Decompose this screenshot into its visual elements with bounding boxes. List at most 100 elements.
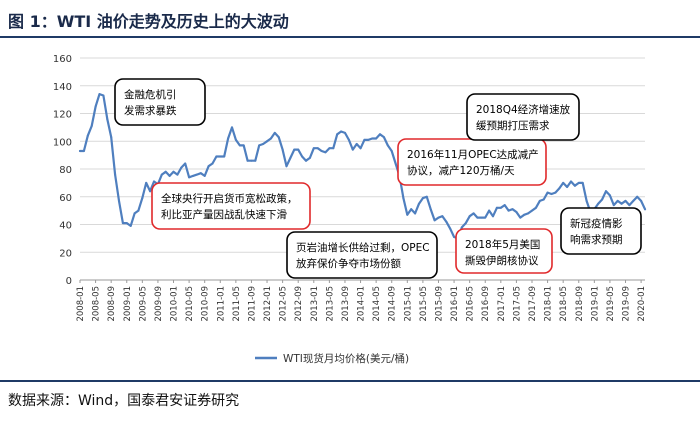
data-point bbox=[562, 181, 565, 184]
data-point bbox=[628, 204, 631, 207]
data-point bbox=[277, 136, 280, 139]
x-tick-label: 2010-09 bbox=[201, 286, 211, 322]
data-point bbox=[363, 138, 366, 141]
axis-layer: 0 20 40 60 80 100 120 140 160 2008-01 2008-05 2008-… bbox=[53, 54, 647, 322]
x-tick-label: 2017-09 bbox=[528, 286, 538, 322]
annotation-text: 新冠疫情影 bbox=[570, 217, 623, 230]
data-point bbox=[640, 199, 643, 202]
data-point bbox=[118, 199, 120, 202]
annotation-box bbox=[560, 207, 642, 255]
data-point bbox=[570, 180, 572, 183]
data-point bbox=[542, 198, 545, 201]
data-point bbox=[293, 148, 296, 151]
x-tick-label: 2010-05 bbox=[185, 286, 195, 322]
x-tick-label: 2009-05 bbox=[138, 286, 148, 322]
data-point bbox=[176, 173, 179, 176]
data-point bbox=[250, 159, 253, 162]
series-layer bbox=[78, 92, 647, 240]
x-tick-label: 2019-01 bbox=[590, 286, 600, 322]
data-point bbox=[550, 193, 553, 195]
data-point bbox=[289, 156, 292, 159]
data-point bbox=[636, 195, 639, 198]
data-point bbox=[632, 199, 635, 202]
data-point bbox=[359, 147, 362, 150]
data-point bbox=[453, 236, 456, 238]
annotation-shale: 页岩油增长供给过剩，OPEC 放弃保价争夺市场份额 bbox=[286, 231, 438, 279]
data-point bbox=[351, 148, 354, 151]
data-point bbox=[495, 206, 498, 209]
x-tick-label: 2019-09 bbox=[622, 286, 632, 322]
x-tick-label: 2012-09 bbox=[294, 286, 304, 322]
x-tick-label: 2009-01 bbox=[123, 286, 133, 322]
x-tick-label: 2011-01 bbox=[216, 286, 226, 322]
data-point bbox=[145, 181, 148, 184]
data-point bbox=[273, 131, 276, 134]
data-point bbox=[418, 202, 420, 205]
y-tick-label: 140 bbox=[53, 82, 72, 93]
data-point bbox=[375, 137, 378, 140]
data-point bbox=[184, 162, 187, 165]
data-point bbox=[137, 209, 140, 212]
x-tick-label: 2008-01 bbox=[76, 286, 86, 322]
data-point bbox=[472, 212, 475, 215]
data-point bbox=[492, 215, 494, 218]
data-point bbox=[110, 136, 113, 139]
data-point bbox=[460, 226, 463, 229]
data-point bbox=[480, 216, 483, 219]
x-tick-label: 2013-01 bbox=[310, 286, 320, 322]
data-point bbox=[332, 147, 335, 150]
data-point bbox=[258, 144, 261, 147]
y-tick-label: 100 bbox=[53, 137, 72, 148]
data-point bbox=[499, 206, 502, 209]
x-tick-label: 2017-05 bbox=[512, 286, 522, 322]
data-point bbox=[195, 173, 198, 176]
data-point bbox=[320, 150, 323, 152]
x-tick-label: 2012-01 bbox=[263, 286, 273, 322]
data-point bbox=[538, 199, 541, 202]
data-point bbox=[355, 143, 358, 145]
data-point bbox=[382, 136, 385, 139]
data-point bbox=[511, 208, 514, 211]
data-point bbox=[534, 206, 537, 209]
annotation-box bbox=[151, 182, 311, 230]
data-point bbox=[242, 144, 245, 147]
data-point bbox=[573, 184, 576, 187]
data-point bbox=[344, 131, 346, 134]
data-point bbox=[149, 190, 152, 193]
data-point bbox=[266, 140, 268, 143]
data-point bbox=[367, 138, 370, 141]
figure-title: 图 1：WTI 油价走势及历史上的大波动 bbox=[8, 12, 289, 31]
data-point bbox=[180, 166, 183, 169]
data-point bbox=[507, 209, 510, 212]
data-point bbox=[305, 159, 307, 162]
data-point bbox=[605, 190, 607, 193]
data-point bbox=[340, 130, 343, 133]
data-point bbox=[199, 172, 202, 175]
data-point bbox=[246, 159, 249, 162]
data-point bbox=[527, 212, 530, 215]
data-point bbox=[581, 181, 584, 184]
annotation-text: 2016年11月OPEC达成减产 bbox=[407, 148, 539, 161]
annotation-easing: 全球央行开启货币宽松政策， 利比亚产量因战乱快速下滑 bbox=[151, 182, 311, 230]
x-tick-label: 2008-05 bbox=[92, 286, 102, 322]
data-point bbox=[328, 147, 331, 150]
data-point bbox=[437, 216, 440, 219]
data-point bbox=[445, 220, 448, 223]
data-point bbox=[160, 173, 163, 176]
annotation-box bbox=[114, 78, 206, 126]
x-tick-label: 2011-09 bbox=[247, 286, 257, 322]
data-point bbox=[577, 181, 580, 184]
data-point bbox=[601, 198, 604, 201]
data-point bbox=[133, 212, 136, 215]
data-point bbox=[464, 222, 467, 225]
y-tick-label: 80 bbox=[59, 165, 72, 176]
data-point bbox=[262, 143, 265, 145]
data-point bbox=[269, 137, 272, 140]
y-tick-label: 20 bbox=[59, 248, 72, 259]
x-tick-label: 2013-09 bbox=[341, 286, 351, 322]
data-point bbox=[227, 137, 230, 140]
data-point bbox=[441, 215, 444, 218]
